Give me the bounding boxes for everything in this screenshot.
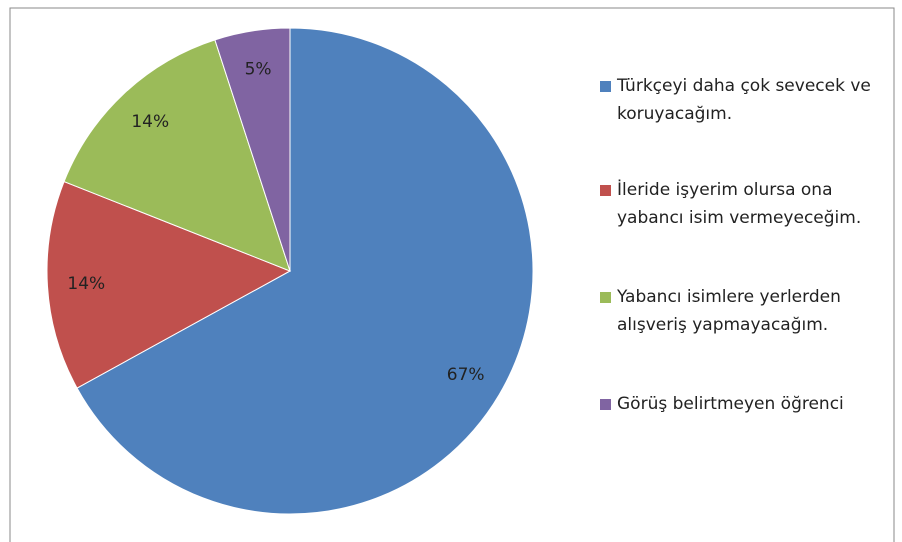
data-label: 14% (131, 112, 169, 132)
legend-label: Görüş belirtmeyen öğrenci (617, 394, 844, 414)
pie-slice (214, 27, 291, 272)
legend-item: Türkçeyi daha çok sevecek ve koruyacağım… (600, 72, 885, 128)
frame (9, 7, 895, 542)
legend-item: Yabancı isimlere yerlerden alışveriş yap… (600, 283, 885, 339)
legend-swatch (600, 292, 611, 303)
legend-swatch (600, 399, 611, 410)
pie-slice (46, 180, 292, 389)
legend-label: İleride işyerim olursa ona yabancı isim … (617, 180, 862, 228)
legend-swatch (600, 81, 611, 92)
data-label: 5% (245, 59, 272, 79)
legend-label: Yabancı isimlere yerlerden alışveriş yap… (617, 287, 841, 335)
legend-label: Türkçeyi daha çok sevecek ve koruyacağım… (617, 76, 871, 124)
legend-swatch (600, 185, 611, 196)
pie-slice (76, 27, 534, 515)
legend-item: Görüş belirtmeyen öğrenci (600, 390, 885, 418)
data-label: 14% (67, 274, 105, 294)
legend-item: İleride işyerim olursa ona yabancı isim … (600, 176, 885, 232)
data-label: 67% (447, 365, 485, 385)
